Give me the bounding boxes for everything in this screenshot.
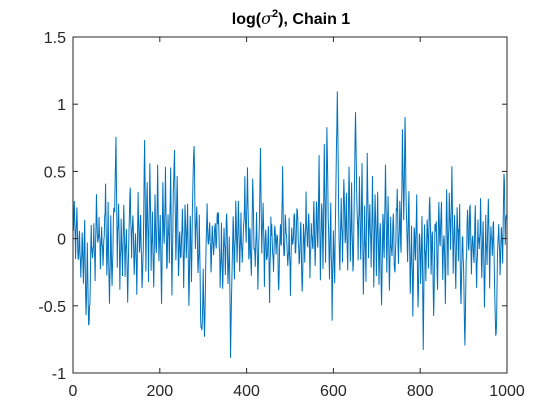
series-line-chain-1: [73, 91, 507, 358]
y-tick-label: -0.5: [38, 299, 66, 316]
title-superscript: 2: [272, 8, 278, 20]
y-axis: -1 -0.5 0 0.5 1 1.5: [38, 30, 507, 383]
x-tick-label: 200: [146, 383, 173, 400]
y-tick-label: 1: [57, 97, 66, 114]
plot-area: [72, 36, 508, 374]
chart-title: log(σ2), Chain 1: [232, 8, 350, 28]
title-suffix: ), Chain 1: [278, 11, 350, 28]
x-tick-label: 0: [69, 383, 78, 400]
axes-frame: [72, 36, 508, 374]
x-tick-label: 800: [407, 383, 434, 400]
x-tick-label: 400: [233, 383, 260, 400]
title-prefix: log(: [232, 11, 262, 28]
y-tick-label: 0: [57, 232, 66, 249]
x-tick-label: 600: [320, 383, 347, 400]
title-greek: σ: [261, 9, 273, 28]
y-tick-label: 1.5: [44, 30, 66, 47]
y-tick-label: 0.5: [44, 164, 66, 181]
x-tick-label: 1000: [489, 383, 525, 400]
x-axis: 0 200 400 600 800 1000: [69, 37, 525, 400]
y-tick-label: -1: [52, 366, 66, 383]
